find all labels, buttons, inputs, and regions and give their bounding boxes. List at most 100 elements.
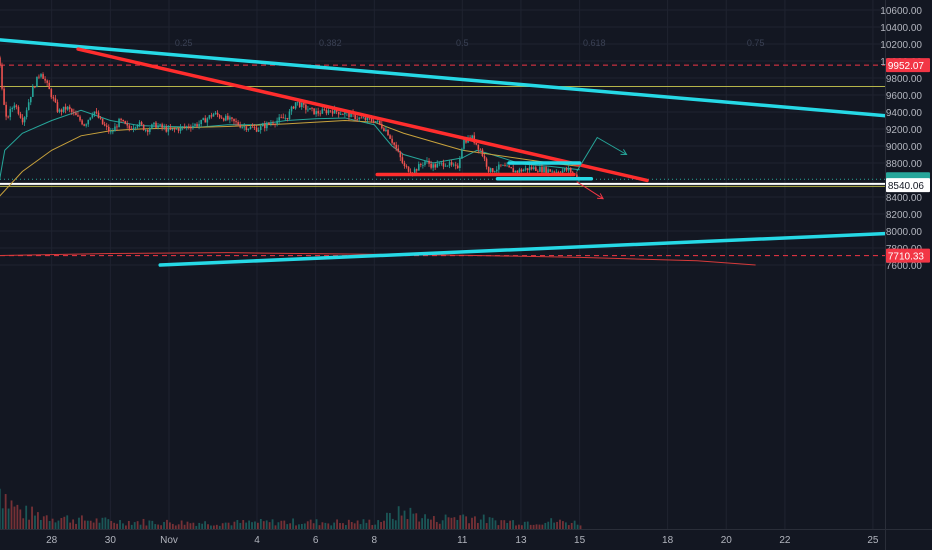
volume-bar — [300, 523, 303, 529]
volume-bar — [353, 523, 356, 529]
volume-bar — [95, 518, 98, 529]
candle — [151, 124, 153, 129]
trendlines[interactable] — [0, 38, 899, 267]
candle — [116, 126, 118, 128]
candle — [99, 117, 102, 119]
candle — [348, 112, 350, 118]
volume-bar — [51, 518, 54, 529]
volume-bar — [75, 523, 77, 529]
candle — [181, 126, 184, 128]
volume-bar — [180, 520, 183, 529]
volume-bar — [386, 512, 388, 529]
candle — [13, 105, 16, 108]
volume-bar — [321, 522, 324, 529]
candle — [465, 139, 467, 143]
volume-bar — [177, 524, 180, 529]
candle — [107, 126, 110, 132]
volume-bar — [356, 520, 359, 529]
candle — [317, 111, 320, 114]
candle — [81, 120, 83, 125]
candle — [537, 171, 539, 172]
candle — [202, 118, 205, 120]
volume-bar — [289, 523, 292, 529]
volume-bar — [37, 512, 39, 529]
candle — [149, 128, 151, 132]
candle — [192, 125, 194, 129]
candle — [565, 168, 568, 171]
volume-bar — [371, 525, 374, 529]
candle — [563, 168, 566, 171]
candle — [124, 121, 127, 124]
candle — [298, 101, 301, 108]
candle — [543, 167, 545, 173]
candle — [327, 110, 330, 114]
candle — [405, 166, 408, 167]
candle — [52, 97, 55, 99]
candle — [418, 164, 420, 171]
volume-bar — [541, 524, 544, 529]
volume-bar — [403, 510, 406, 529]
volume-bar — [400, 515, 403, 529]
volume-bar — [277, 522, 280, 529]
volume-bar — [283, 520, 286, 529]
indicator-ema_long — [0, 119, 580, 197]
volume-bar — [107, 519, 110, 529]
volume-bar — [265, 520, 268, 529]
candle — [210, 115, 213, 117]
volume-bar — [174, 525, 177, 529]
volume-bar — [374, 524, 377, 529]
candle — [489, 168, 492, 172]
candle — [374, 121, 377, 123]
fib-levels: 0.25 0.382 0.5 0.618 0.75 — [175, 38, 764, 48]
time-tick-label: 28 — [46, 535, 58, 546]
candle — [524, 168, 527, 170]
volume-bar — [259, 518, 262, 529]
time-axis[interactable]: 28 30 Nov 4 6 8 11 13 15 18 20 22 25 — [46, 535, 879, 546]
volume-bar — [63, 516, 66, 529]
volume-bar — [306, 521, 309, 529]
candle — [391, 138, 393, 143]
volume-bar — [547, 521, 550, 529]
volume-bar — [526, 521, 529, 529]
volume-bar — [462, 514, 465, 529]
candle — [147, 130, 149, 132]
volume-bar — [383, 520, 385, 529]
candle — [576, 174, 578, 180]
candle — [358, 117, 361, 120]
candle — [50, 89, 53, 98]
candle — [89, 117, 92, 120]
candle — [255, 127, 258, 132]
candle — [276, 120, 278, 125]
candle — [300, 102, 303, 108]
candle — [452, 164, 455, 166]
volume-bar — [447, 517, 450, 529]
volume-bar — [518, 524, 520, 529]
candle — [344, 112, 346, 115]
candle — [305, 104, 307, 110]
candle — [126, 123, 129, 126]
volume-bar — [532, 524, 535, 529]
time-tick-label: 22 — [779, 535, 791, 546]
candle — [175, 128, 178, 130]
candle — [518, 169, 521, 173]
volume-bar — [295, 525, 297, 529]
volume-bar — [506, 522, 509, 529]
candle — [434, 164, 437, 168]
volume-bar — [523, 521, 526, 529]
volume-bar — [512, 520, 514, 529]
volume-bar — [89, 520, 92, 529]
candle — [532, 167, 535, 170]
volume-bar — [204, 521, 206, 529]
volume-bar — [34, 515, 36, 529]
candle — [510, 167, 513, 169]
candle — [383, 128, 385, 132]
candle — [294, 102, 297, 109]
candle — [450, 162, 453, 165]
price-axis[interactable]: 10600.0010400.0010200.0010000.009800.009… — [880, 0, 932, 529]
candle — [522, 169, 525, 172]
volume-bar — [92, 522, 95, 529]
volume-bar — [397, 506, 400, 529]
candle — [38, 76, 40, 78]
candle — [120, 118, 122, 120]
